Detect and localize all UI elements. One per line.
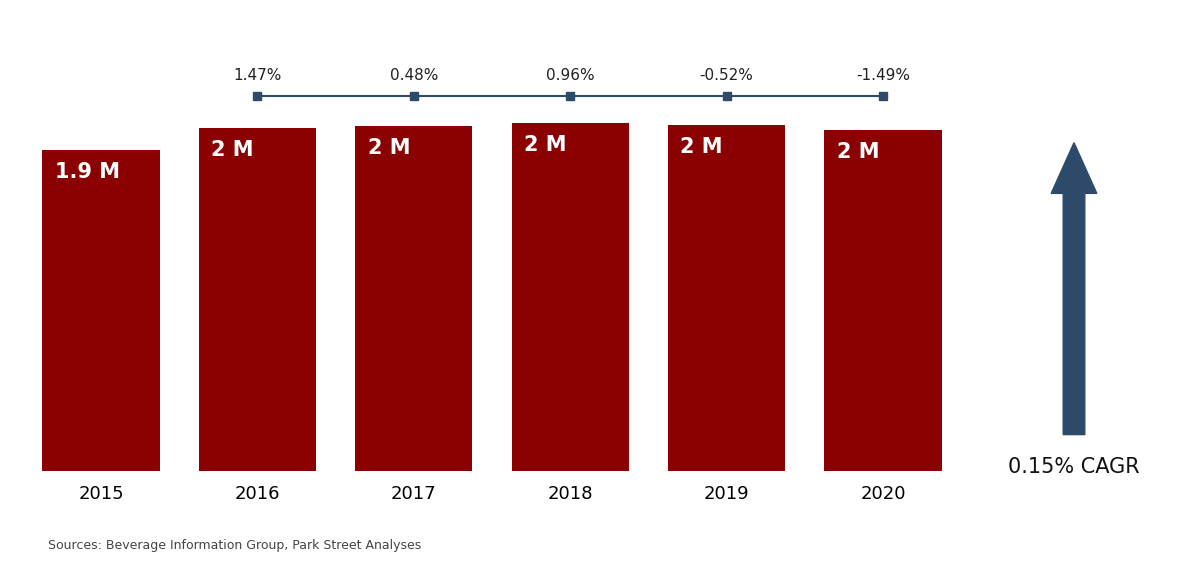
Text: 1.9 M: 1.9 M [55,162,120,182]
Bar [668,125,785,471]
Text: Sources: Beverage Information Group, Park Street Analyses: Sources: Beverage Information Group, Par… [48,539,421,552]
Text: 2 M: 2 M [680,137,722,157]
Text: -0.52%: -0.52% [700,68,754,83]
Text: 0.48%: 0.48% [390,68,438,83]
Text: 2 M: 2 M [524,135,566,155]
Bar [824,130,942,471]
Bar [42,150,160,471]
Text: 2 M: 2 M [211,140,253,160]
Text: 2 M: 2 M [836,142,880,162]
Text: 0.15% CAGR: 0.15% CAGR [1008,457,1140,477]
Bar [199,128,316,471]
Text: 0.96%: 0.96% [546,68,594,83]
Bar [511,123,629,471]
Text: -1.49%: -1.49% [856,68,910,83]
Text: 1.47%: 1.47% [233,68,282,83]
Bar [355,127,473,471]
Text: 2 M: 2 M [367,138,410,158]
